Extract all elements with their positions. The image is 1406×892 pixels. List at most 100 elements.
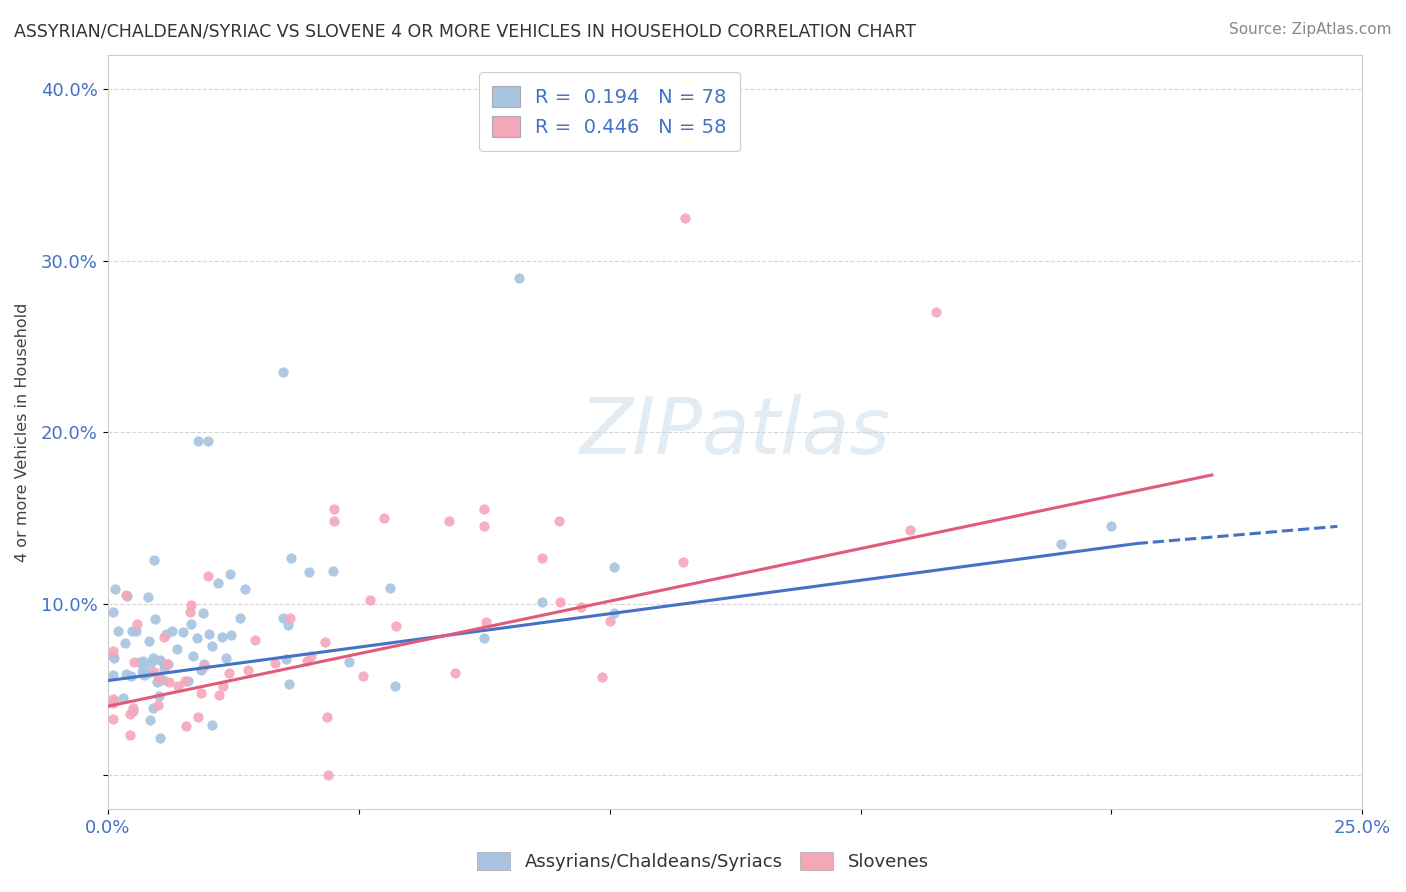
Point bbox=[101, 668, 124, 682]
Point bbox=[156, 657, 179, 671]
Point bbox=[145, 675, 167, 690]
Point bbox=[190, 686, 212, 700]
Point bbox=[114, 666, 136, 681]
Point bbox=[167, 679, 190, 693]
Point bbox=[101, 712, 124, 726]
Text: ZIPatlas: ZIPatlas bbox=[579, 394, 890, 470]
Point bbox=[131, 665, 153, 679]
Point bbox=[508, 271, 530, 285]
Point bbox=[152, 630, 174, 644]
Point bbox=[143, 553, 166, 567]
Point bbox=[127, 616, 149, 631]
Point bbox=[316, 710, 339, 724]
Point bbox=[155, 627, 177, 641]
Point bbox=[181, 648, 204, 663]
Point bbox=[273, 365, 295, 379]
Point bbox=[142, 650, 165, 665]
Legend: Assyrians/Chaldeans/Syriacs, Slovenes: Assyrians/Chaldeans/Syriacs, Slovenes bbox=[470, 845, 936, 879]
Point bbox=[101, 644, 124, 658]
Point bbox=[122, 700, 145, 714]
Point bbox=[384, 679, 406, 693]
Point bbox=[599, 614, 621, 628]
Point bbox=[114, 636, 136, 650]
Point bbox=[274, 652, 297, 666]
Point bbox=[152, 661, 174, 675]
Point bbox=[277, 677, 299, 691]
Point bbox=[101, 694, 124, 708]
Point bbox=[142, 701, 165, 715]
Point bbox=[103, 651, 125, 665]
Point bbox=[149, 653, 172, 667]
Point bbox=[229, 611, 252, 625]
Point bbox=[125, 624, 148, 638]
Point bbox=[186, 632, 208, 646]
Point bbox=[101, 692, 124, 706]
Point bbox=[197, 569, 219, 583]
Point bbox=[176, 719, 198, 733]
Point bbox=[136, 590, 159, 604]
Point bbox=[602, 606, 624, 620]
Point bbox=[101, 649, 124, 664]
Point bbox=[131, 654, 153, 668]
Point bbox=[118, 728, 141, 742]
Point bbox=[215, 650, 238, 665]
Point bbox=[120, 669, 142, 683]
Point bbox=[193, 606, 215, 620]
Point bbox=[385, 619, 408, 633]
Point bbox=[201, 718, 224, 732]
Point bbox=[925, 305, 948, 319]
Point bbox=[207, 575, 229, 590]
Y-axis label: 4 or more Vehicles in Household: 4 or more Vehicles in Household bbox=[15, 302, 30, 562]
Point bbox=[172, 625, 194, 640]
Point bbox=[280, 551, 302, 566]
Point bbox=[138, 634, 160, 648]
Point bbox=[474, 615, 496, 629]
Point bbox=[115, 589, 138, 603]
Point bbox=[337, 655, 360, 669]
Point bbox=[245, 633, 267, 648]
Point bbox=[277, 617, 299, 632]
Point bbox=[359, 593, 381, 607]
Point bbox=[201, 639, 224, 653]
Point bbox=[180, 617, 202, 632]
Point bbox=[569, 599, 592, 614]
Point bbox=[173, 673, 195, 688]
Point bbox=[132, 668, 155, 682]
Text: ASSYRIAN/CHALDEAN/SYRIAC VS SLOVENE 4 OR MORE VEHICLES IN HOUSEHOLD CORRELATION : ASSYRIAN/CHALDEAN/SYRIAC VS SLOVENE 4 OR… bbox=[14, 22, 917, 40]
Point bbox=[672, 555, 695, 569]
Point bbox=[1050, 536, 1073, 550]
Point bbox=[152, 673, 174, 688]
Point bbox=[117, 590, 139, 604]
Point bbox=[104, 582, 127, 596]
Point bbox=[166, 642, 188, 657]
Point bbox=[592, 670, 614, 684]
Point bbox=[193, 659, 215, 673]
Point bbox=[264, 656, 287, 670]
Point bbox=[316, 768, 339, 782]
Point bbox=[180, 598, 202, 612]
Point bbox=[219, 566, 242, 581]
Point bbox=[197, 434, 219, 448]
Point bbox=[122, 655, 145, 669]
Point bbox=[472, 631, 495, 645]
Point bbox=[352, 669, 374, 683]
Point bbox=[271, 611, 294, 625]
Point bbox=[1101, 519, 1123, 533]
Point bbox=[187, 710, 209, 724]
Point bbox=[149, 731, 172, 745]
Point bbox=[898, 524, 921, 538]
Point bbox=[218, 666, 240, 681]
Point bbox=[146, 698, 169, 712]
Point bbox=[548, 595, 571, 609]
Point bbox=[121, 624, 143, 639]
Point bbox=[295, 654, 318, 668]
Point bbox=[156, 657, 179, 672]
Point bbox=[211, 630, 233, 644]
Point bbox=[118, 707, 141, 722]
Point bbox=[444, 665, 467, 680]
Point bbox=[107, 624, 129, 638]
Point bbox=[136, 665, 159, 680]
Point bbox=[531, 550, 554, 565]
Point bbox=[160, 624, 183, 639]
Point bbox=[530, 595, 553, 609]
